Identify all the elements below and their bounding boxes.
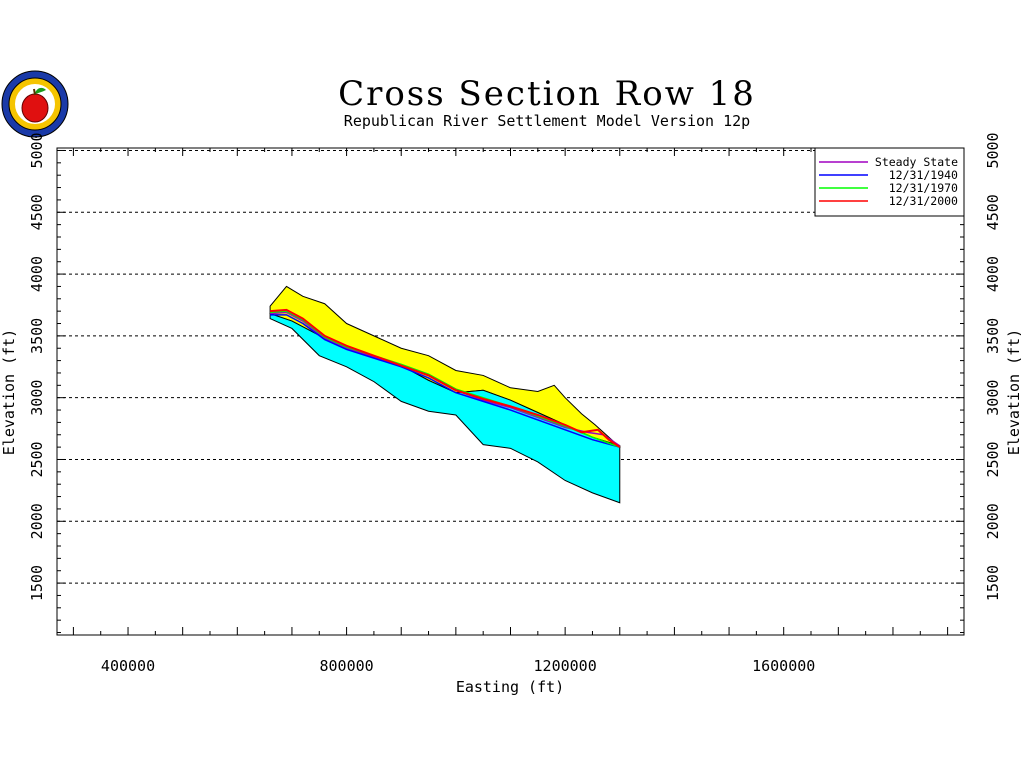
x-axis-label: Easting (ft) xyxy=(456,678,564,696)
y-tick-label-right: 3500 xyxy=(984,318,1002,354)
y-tick-label-left: 5000 xyxy=(28,132,46,168)
y-tick-label-right: 1500 xyxy=(984,565,1002,601)
series-line-2 xyxy=(270,314,620,448)
y-tick-label-left: 2500 xyxy=(28,441,46,477)
legend-label: 12/31/1970 xyxy=(889,181,958,195)
y-tick-label-right: 3000 xyxy=(984,380,1002,416)
x-tick-label: 400000 xyxy=(101,657,155,675)
y-tick-label-right: 2000 xyxy=(984,503,1002,539)
legend: Steady State12/31/194012/31/197012/31/20… xyxy=(814,147,965,217)
apple-icon xyxy=(21,93,49,123)
legend-box xyxy=(814,147,965,217)
series-line-4 xyxy=(270,308,621,448)
y-tick-label-right: 4500 xyxy=(984,194,1002,230)
axis-ticks xyxy=(57,148,964,635)
tick-labels: 400000 800000 1200000 1600000 1500 1500 2000 20… xyxy=(28,132,1002,675)
y-axis-label-right: Elevation (ft) xyxy=(1005,329,1023,455)
y-axis-label-left: Elevation (ft) xyxy=(0,329,18,455)
y-tick-label-left: 4500 xyxy=(28,194,46,230)
x-tick-label: 800000 xyxy=(319,657,373,675)
gridlines xyxy=(57,149,964,584)
legend-label: Steady State xyxy=(875,155,958,169)
y-tick-label-left: 3500 xyxy=(28,318,46,354)
x-tick-label: 1200000 xyxy=(534,657,597,675)
y-tick-label-left: 2000 xyxy=(28,503,46,539)
x-tick-label: 1600000 xyxy=(752,657,815,675)
legend-label: 12/31/1940 xyxy=(889,168,958,182)
y-tick-label-left: 3000 xyxy=(28,380,46,416)
y-tick-label-left: 4000 xyxy=(28,256,46,292)
cross-section-fills xyxy=(269,285,621,504)
chart-title: Cross Section Row 18 xyxy=(338,74,756,114)
y-tick-label-right: 2500 xyxy=(984,441,1002,477)
agency-seal-logo xyxy=(1,70,69,138)
y-tick-label-left: 1500 xyxy=(28,565,46,601)
chart-subtitle: Republican River Settlement Model Versio… xyxy=(344,112,750,130)
legend-label: 12/31/2000 xyxy=(889,194,958,208)
y-tick-label-right: 5000 xyxy=(984,132,1002,168)
series-lines xyxy=(270,308,621,448)
y-tick-label-right: 4000 xyxy=(984,256,1002,292)
land-surface-area xyxy=(269,285,621,449)
